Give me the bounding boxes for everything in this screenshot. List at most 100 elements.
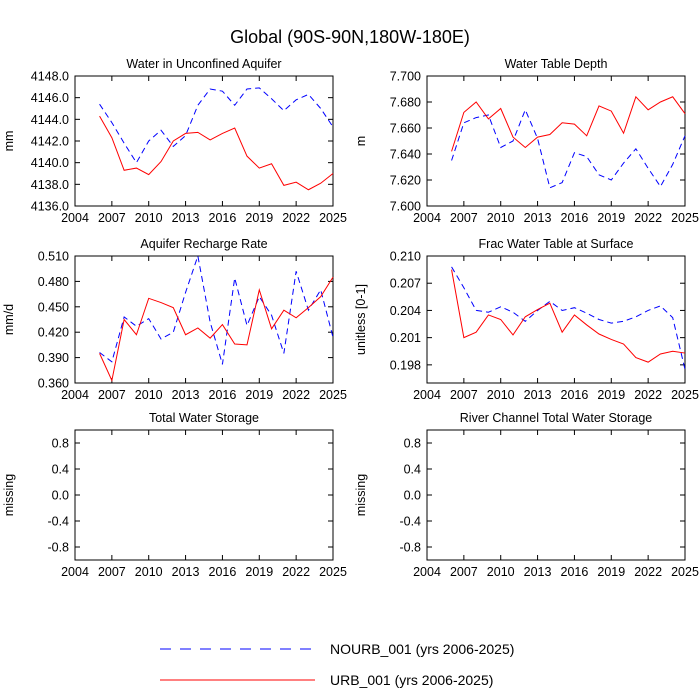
x-tick-label: 2016 bbox=[209, 211, 237, 225]
x-tick-label: 2025 bbox=[319, 211, 347, 225]
x-tick-label: 2007 bbox=[98, 388, 126, 402]
x-tick-label: 2013 bbox=[524, 388, 552, 402]
panel-title: Frac Water Table at Surface bbox=[479, 237, 634, 251]
x-tick-label: 2022 bbox=[634, 565, 662, 579]
x-tick-label: 2022 bbox=[282, 211, 310, 225]
y-tick-label: 4144.0 bbox=[31, 113, 69, 127]
x-tick-label: 2010 bbox=[135, 565, 163, 579]
x-tick-label: 2004 bbox=[413, 388, 441, 402]
y-tick-label: 0.207 bbox=[390, 277, 421, 291]
legend-nourb-label: NOURB_001 (yrs 2006-2025) bbox=[330, 641, 514, 657]
y-tick-label: 0.510 bbox=[38, 250, 69, 264]
y-axis-label: m bbox=[354, 136, 368, 146]
y-tick-label: 7.680 bbox=[390, 96, 421, 110]
x-tick-label: 2016 bbox=[561, 388, 589, 402]
plot-frame bbox=[74, 429, 334, 561]
x-tick-label: 2010 bbox=[135, 211, 163, 225]
x-tick-label: 2019 bbox=[597, 211, 625, 225]
x-tick-label: 2010 bbox=[135, 388, 163, 402]
x-tick-label: 2013 bbox=[172, 211, 200, 225]
y-tick-label: 4136.0 bbox=[31, 200, 69, 214]
y-tick-label: 0.390 bbox=[38, 351, 69, 365]
series-line-urb bbox=[451, 95, 686, 152]
y-tick-label: 4148.0 bbox=[31, 70, 69, 84]
y-tick-label: 0.210 bbox=[390, 250, 421, 264]
chart-panel-3: Aquifer Recharge Rate mm/d 2004 2007 2010 201… bbox=[2, 237, 347, 402]
x-tick-label: 2007 bbox=[98, 211, 126, 225]
y-tick-label: 7.620 bbox=[390, 174, 421, 188]
x-tick-label: 2007 bbox=[98, 565, 126, 579]
panel-title: Aquifer Recharge Rate bbox=[140, 237, 267, 251]
x-tick-label: 2013 bbox=[524, 211, 552, 225]
x-tick-label: 2013 bbox=[524, 565, 552, 579]
x-tick-label: 2004 bbox=[61, 211, 89, 225]
x-tick-label: 2025 bbox=[319, 565, 347, 579]
plot-frame bbox=[74, 255, 334, 384]
y-tick-label: 0.450 bbox=[38, 300, 69, 314]
figure-title: Global (90S-90N,180W-180E) bbox=[230, 27, 470, 47]
x-tick-label: 2019 bbox=[245, 211, 273, 225]
x-tick-label: 2010 bbox=[487, 565, 515, 579]
plot-frame bbox=[426, 429, 686, 561]
panel-title: River Channel Total Water Storage bbox=[460, 411, 653, 425]
x-tick-label: 2010 bbox=[487, 388, 515, 402]
y-tick-label: -0.4 bbox=[399, 515, 421, 529]
x-tick-label: 2004 bbox=[413, 565, 441, 579]
panel-title: Water Table Depth bbox=[505, 57, 608, 71]
plot-frame bbox=[426, 75, 686, 207]
y-axis-label: missing bbox=[354, 474, 368, 516]
x-tick-label: 2022 bbox=[282, 388, 310, 402]
x-tick-label: 2019 bbox=[597, 388, 625, 402]
y-tick-label: 0.4 bbox=[52, 463, 69, 477]
legend-urb-label: URB_001 (yrs 2006-2025) bbox=[330, 672, 493, 688]
chart-panel-4: Frac Water Table at Surface unitless [0-1… bbox=[354, 237, 699, 402]
x-tick-label: 2007 bbox=[450, 565, 478, 579]
x-tick-label: 2013 bbox=[172, 565, 200, 579]
y-tick-label: 0.8 bbox=[52, 437, 69, 451]
y-tick-label: 0.4 bbox=[404, 463, 421, 477]
x-tick-label: 2004 bbox=[61, 565, 89, 579]
y-tick-label: 4142.0 bbox=[31, 135, 69, 149]
x-tick-label: 2004 bbox=[61, 388, 89, 402]
y-tick-label: -0.4 bbox=[47, 515, 69, 529]
y-tick-label: 0.198 bbox=[390, 358, 421, 372]
x-tick-label: 2019 bbox=[597, 565, 625, 579]
plot-frame bbox=[74, 75, 334, 207]
y-tick-label: 4138.0 bbox=[31, 178, 69, 192]
panel-title: Water in Unconfined Aquifer bbox=[126, 57, 281, 71]
x-tick-label: 2004 bbox=[413, 211, 441, 225]
x-tick-label: 2010 bbox=[487, 211, 515, 225]
y-tick-label: 0.8 bbox=[404, 437, 421, 451]
y-tick-label: 0.201 bbox=[390, 331, 421, 345]
y-tick-label: 0.480 bbox=[38, 275, 69, 289]
x-tick-label: 2025 bbox=[671, 565, 699, 579]
x-tick-label: 2022 bbox=[634, 211, 662, 225]
series-line-urb bbox=[99, 276, 334, 383]
y-tick-label: 7.600 bbox=[390, 200, 421, 214]
x-tick-label: 2019 bbox=[245, 388, 273, 402]
y-axis-label: unitless [0-1] bbox=[354, 284, 368, 355]
x-tick-label: 2022 bbox=[634, 388, 662, 402]
chart-panel-2: Water Table Depth m 2004 2007 2010 2013 2016 20… bbox=[354, 57, 699, 225]
x-tick-label: 2016 bbox=[561, 211, 589, 225]
y-tick-label: 7.640 bbox=[390, 148, 421, 162]
series-line-urb bbox=[451, 269, 686, 363]
chart-panel-1: Water in Unconfined Aquifer mm 2004 2007 201… bbox=[2, 57, 347, 225]
x-tick-label: 2025 bbox=[671, 388, 699, 402]
x-tick-label: 2007 bbox=[450, 388, 478, 402]
y-tick-label: -0.8 bbox=[399, 541, 421, 555]
x-tick-label: 2019 bbox=[245, 565, 273, 579]
y-tick-label: 0.0 bbox=[404, 489, 421, 503]
y-tick-label: 0.204 bbox=[390, 304, 421, 318]
chart-panel-5: Total Water Storage missing 2004 2007 2010 20… bbox=[2, 411, 347, 579]
plot-frame bbox=[426, 255, 686, 384]
y-tick-label: -0.8 bbox=[47, 541, 69, 555]
legend: NOURB_001 (yrs 2006-2025) URB_001 (yrs 2… bbox=[160, 641, 514, 688]
x-tick-label: 2025 bbox=[319, 388, 347, 402]
series-line-nourb bbox=[451, 266, 686, 370]
x-tick-label: 2016 bbox=[561, 565, 589, 579]
y-tick-label: 4140.0 bbox=[31, 156, 69, 170]
series-line-nourb bbox=[451, 108, 686, 189]
panels: Water in Unconfined Aquifer mm 2004 2007 201… bbox=[2, 57, 699, 579]
